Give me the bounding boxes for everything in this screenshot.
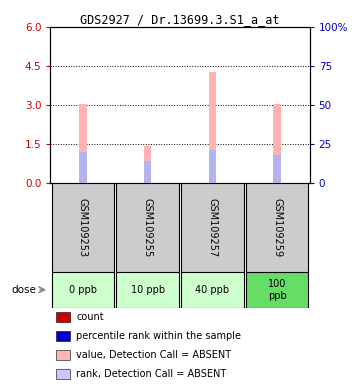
Bar [246,271,308,308]
Text: rank, Detection Call = ABSENT: rank, Detection Call = ABSENT [76,369,226,379]
Bar [55,331,70,341]
Title: GDS2927 / Dr.13699.3.S1_a_at: GDS2927 / Dr.13699.3.S1_a_at [80,13,280,26]
Bar [208,150,216,183]
Text: 0 ppb: 0 ppb [69,285,97,295]
Bar [79,104,87,183]
Text: GSM109253: GSM109253 [78,198,88,257]
Text: dose: dose [11,285,36,295]
Text: GSM109257: GSM109257 [207,197,217,257]
Bar [273,155,281,183]
Bar [117,271,179,308]
Text: 100
ppb: 100 ppb [268,279,287,301]
Bar [55,369,70,379]
Bar [208,72,216,183]
Bar [55,312,70,321]
Text: GSM109259: GSM109259 [272,198,282,257]
Bar [144,161,152,183]
Bar [273,104,281,183]
Text: 40 ppb: 40 ppb [195,285,229,295]
Text: 10 ppb: 10 ppb [131,285,165,295]
Text: count: count [76,312,104,322]
Bar [79,152,87,183]
Text: GSM109255: GSM109255 [143,197,153,257]
Bar [181,271,243,308]
Bar [55,350,70,360]
Bar [117,183,179,271]
Text: value, Detection Call = ABSENT: value, Detection Call = ABSENT [76,350,231,360]
Bar [181,183,243,271]
Bar [246,183,308,271]
Bar [52,183,114,271]
Bar [144,146,152,183]
Bar [52,271,114,308]
Text: percentile rank within the sample: percentile rank within the sample [76,331,241,341]
